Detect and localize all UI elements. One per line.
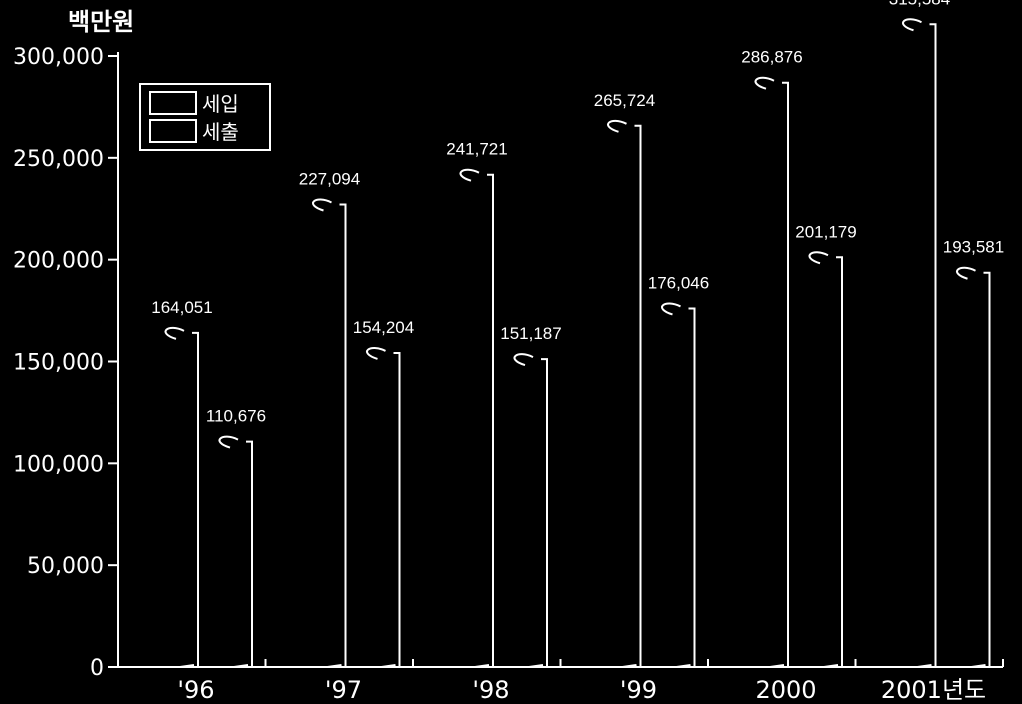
y-tick-label: 200,000 (13, 249, 104, 274)
bar-expenditure (233, 440, 253, 668)
value-label: 176,046 (648, 273, 709, 292)
legend-swatch (149, 91, 197, 115)
axes: 0 50,000 100,000 150,000 200,000 250,000 300,0… (13, 8, 1004, 704)
y-tick-label: 150,000 (13, 351, 104, 376)
bar-revenue (622, 124, 642, 668)
value-label: 151,187 (500, 324, 561, 343)
y-tick-label: 250,000 (13, 147, 104, 172)
value-leader-mark (459, 168, 480, 182)
value-leader-mark (513, 353, 534, 367)
value-label: 110,676 (206, 407, 266, 426)
value-leader-mark (607, 119, 627, 133)
bar-expenditure (381, 351, 401, 668)
x-tick-label: 2000 (755, 676, 816, 704)
y-tick-label: 300,000 (13, 45, 104, 70)
value-labels: 164,051 227,094 241,721 265,724 286,876 315,5… (151, 0, 1004, 426)
legend-label: 세출 (202, 120, 239, 144)
bar-revenue (327, 203, 347, 668)
y-tick-label: 0 (90, 656, 104, 681)
value-label: 164,051 (151, 298, 212, 317)
value-label: 201,179 (795, 222, 856, 241)
value-label: 286,876 (741, 48, 802, 67)
bar-expenditure (823, 256, 843, 668)
x-tick-label: '97 (325, 676, 362, 704)
x-tick-label: 2001년도 (881, 676, 986, 704)
bar-revenue (179, 331, 199, 668)
value-label: 193,581 (943, 238, 1004, 257)
y-tick-label: 100,000 (13, 452, 104, 477)
value-leader-mark (312, 198, 332, 212)
legend-swatch (149, 119, 197, 143)
y-unit-label: 백만원 (68, 8, 134, 36)
bar-revenue (769, 81, 789, 668)
bar-revenue (474, 173, 494, 668)
y-tick-label: 50,000 (27, 554, 104, 579)
x-tick-label: '98 (472, 676, 509, 704)
value-label: 241,721 (446, 140, 507, 159)
value-label: 227,094 (299, 169, 360, 188)
value-label: 315,584 (889, 0, 950, 8)
bar-expenditure (676, 307, 696, 668)
value-label: 265,724 (594, 91, 655, 110)
value-leader-mark (366, 346, 386, 360)
x-tick-label: '96 (177, 676, 214, 704)
value-leader-mark (754, 76, 775, 90)
value-leader-mark (902, 18, 922, 32)
x-tick-label: '99 (620, 676, 657, 704)
value-leader-mark (218, 435, 239, 449)
value-label: 154,204 (353, 318, 414, 337)
legend-label: 세입 (202, 92, 239, 116)
value-leader-mark (808, 251, 829, 265)
value-leader-mark (956, 266, 976, 280)
value-leader-mark (164, 326, 185, 340)
bar-expenditure (528, 358, 548, 668)
value-leader-mark (661, 302, 681, 316)
bars (164, 18, 991, 668)
bar-expenditure (971, 271, 991, 668)
bar-revenue (917, 23, 937, 668)
